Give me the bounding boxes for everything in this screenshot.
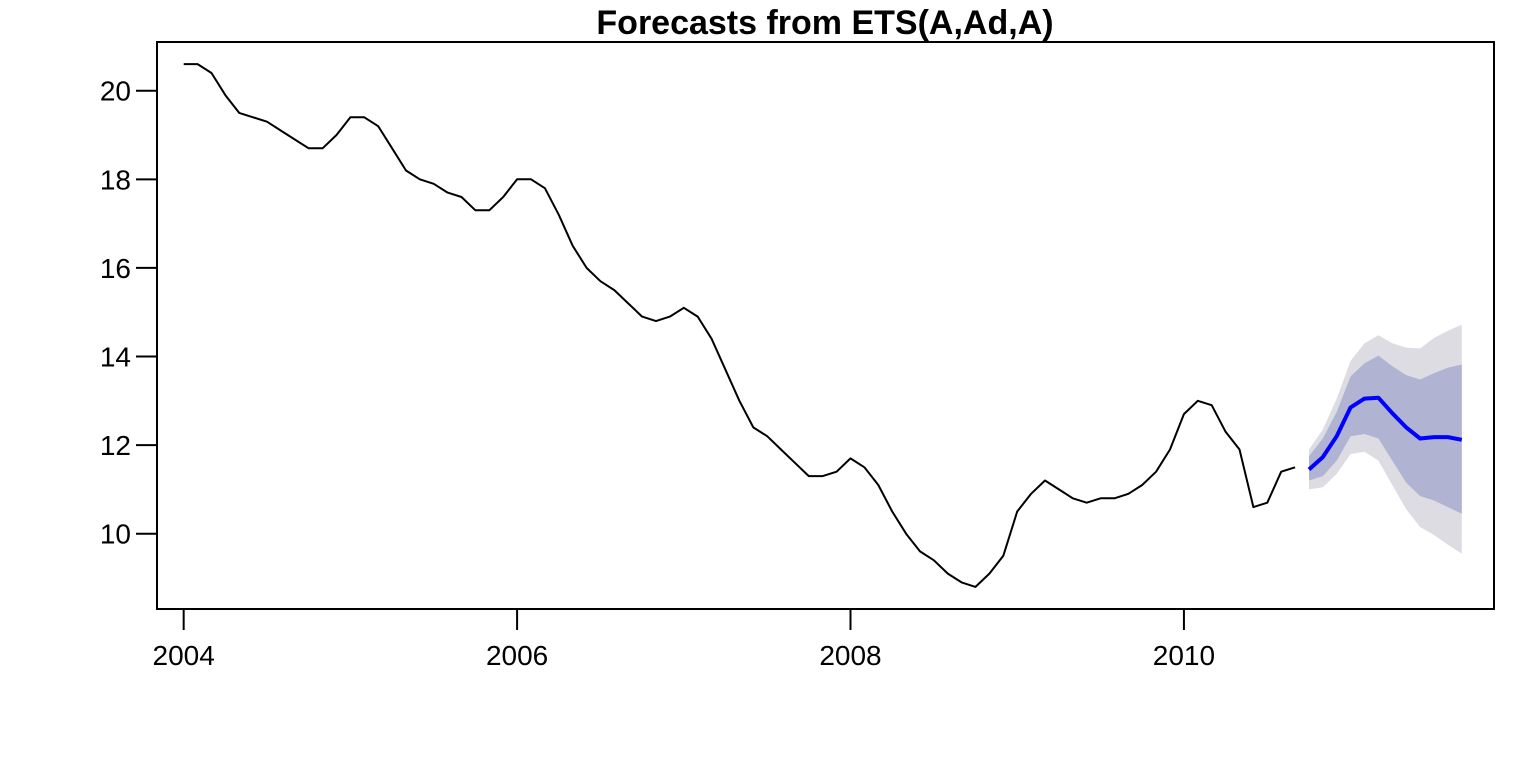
y-tick-label: 10 <box>100 519 131 550</box>
prediction-intervals <box>1309 324 1462 554</box>
x-tick-label: 2010 <box>1153 640 1215 671</box>
y-tick-label: 20 <box>100 76 131 107</box>
y-tick-label: 14 <box>100 342 131 373</box>
x-tick-label: 2004 <box>153 640 215 671</box>
x-axis: 2004 2006 2008 2010 <box>153 608 1215 671</box>
y-tick-label: 18 <box>100 164 131 195</box>
plot-frame <box>156 41 1495 610</box>
history-line <box>183 63 1296 588</box>
y-tick-label: 12 <box>100 430 131 461</box>
forecast-mean-line <box>1307 395 1463 471</box>
chart-title: Forecasts from ETS(A,Ad,A) <box>596 4 1053 42</box>
x-tick-label: 2008 <box>819 640 881 671</box>
y-axis: 10 12 14 16 18 20 <box>100 76 158 550</box>
series-lines <box>183 63 1463 588</box>
band-80 <box>1309 355 1462 514</box>
x-tick-label: 2006 <box>486 640 548 671</box>
y-tick-label: 16 <box>100 253 131 284</box>
